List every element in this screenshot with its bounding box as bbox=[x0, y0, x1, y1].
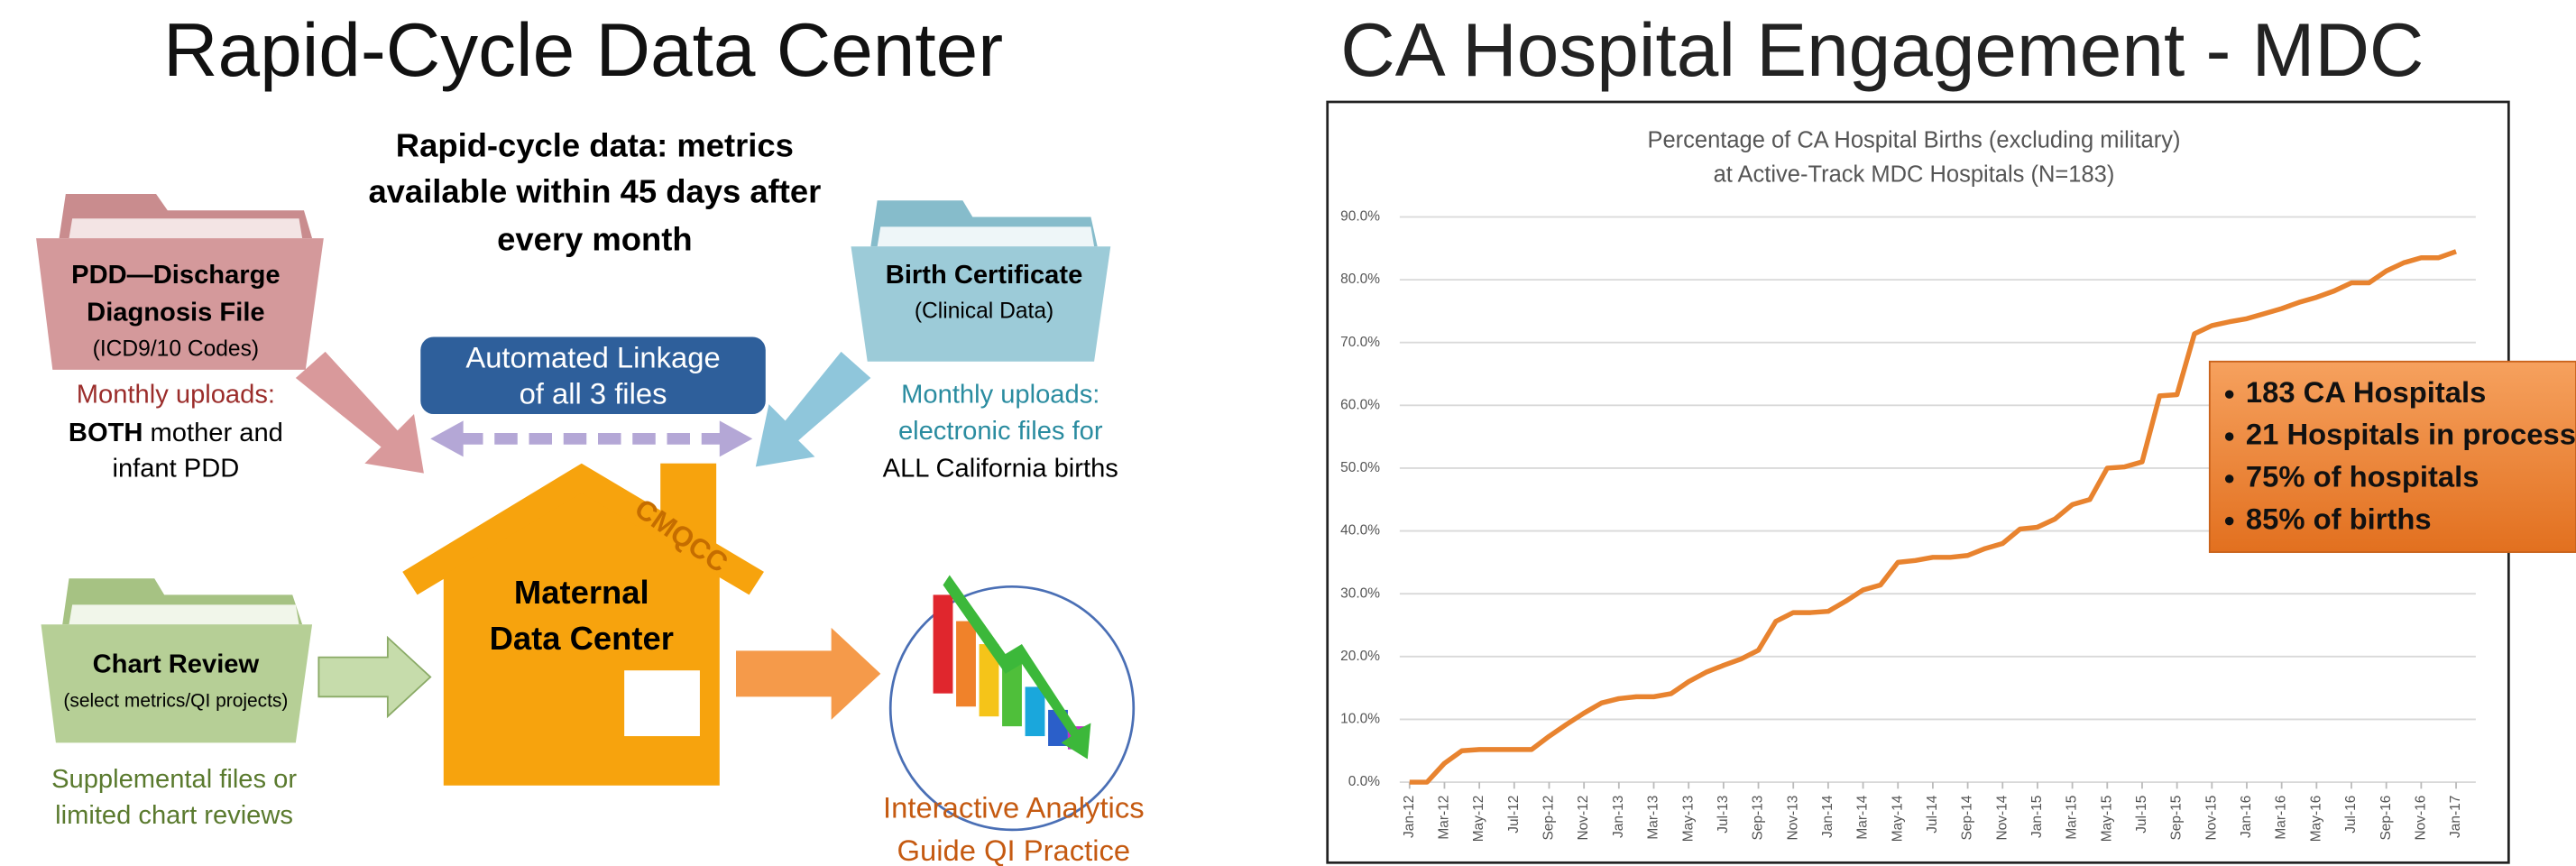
x-tick-label: Mar-13 bbox=[1646, 796, 1661, 840]
linkage-label: of all 3 files bbox=[520, 377, 667, 410]
dashed-arrow bbox=[430, 420, 752, 456]
pdd-note: Monthly uploads: bbox=[77, 381, 275, 410]
linkage-label: Automated Linkage bbox=[465, 341, 720, 374]
x-tick-label: Jul-16 bbox=[2343, 796, 2359, 834]
callout-text: 21 Hospitals in process bbox=[2246, 418, 2576, 451]
house-label: Data Center bbox=[490, 620, 674, 657]
x-tick-label: Sep-12 bbox=[1541, 796, 1557, 841]
x-tick-label: Nov-15 bbox=[2203, 796, 2219, 841]
header-line: every month bbox=[497, 220, 692, 257]
x-tick-label: Jan-17 bbox=[2448, 796, 2463, 838]
y-tick-label: 60.0% bbox=[1340, 397, 1380, 412]
x-tick-label: May-14 bbox=[1890, 795, 1905, 842]
chart-review-note: Supplemental files or bbox=[51, 765, 297, 794]
x-tick-label: Sep-14 bbox=[1960, 795, 1975, 840]
x-tick-label: Sep-13 bbox=[1751, 796, 1766, 841]
y-tick-label: 10.0% bbox=[1340, 712, 1380, 727]
birth-note: Monthly uploads: bbox=[901, 381, 1099, 410]
bullet bbox=[2225, 474, 2233, 483]
x-tick-label: Jul-15 bbox=[2134, 796, 2149, 834]
page: {"diagram": { "title": "Rapid-Cycle Data… bbox=[0, 0, 2576, 866]
x-tick-label: May-12 bbox=[1471, 796, 1486, 843]
analytics-label: Interactive Analytics bbox=[883, 791, 1145, 825]
chart-title: at Active-Track MDC Hospitals (N=183) bbox=[1714, 162, 2115, 188]
x-tick-label: Nov-16 bbox=[2413, 796, 2428, 841]
header-line: Rapid-cycle data: metrics bbox=[396, 127, 794, 164]
x-tick-label: May-13 bbox=[1680, 796, 1696, 843]
x-tick-label: Sep-16 bbox=[2378, 796, 2394, 841]
pdd-label: Diagnosis File bbox=[87, 299, 264, 327]
y-tick-label: 70.0% bbox=[1340, 335, 1380, 350]
header-line: available within 45 days after bbox=[368, 173, 821, 210]
diagram-title: Rapid-Cycle Data Center bbox=[163, 7, 1003, 92]
y-tick-label: 50.0% bbox=[1340, 460, 1380, 475]
chart-heading: CA Hospital Engagement - MDC bbox=[1340, 7, 2424, 92]
x-tick-label: Mar-14 bbox=[1855, 795, 1871, 839]
x-tick-label: May-15 bbox=[2099, 796, 2114, 843]
x-tick-label: Nov-13 bbox=[1785, 796, 1800, 841]
x-tick-label: Jan-16 bbox=[2239, 796, 2254, 838]
y-tick-label: 0.0% bbox=[1348, 774, 1381, 789]
chart-title: Percentage of CA Hospital Births (exclud… bbox=[1647, 127, 2180, 152]
birth-sub: (Clinical Data) bbox=[915, 299, 1053, 324]
pdd-note: infant PDD bbox=[112, 455, 239, 484]
pdd-arrow bbox=[296, 352, 424, 474]
y-tick-label: 30.0% bbox=[1340, 585, 1380, 601]
y-tick-label: 20.0% bbox=[1340, 649, 1380, 664]
x-tick-label: Jul-14 bbox=[1925, 795, 1940, 834]
callout-text: 75% of hospitals bbox=[2246, 459, 2479, 493]
x-tick-label: Jan-12 bbox=[1402, 796, 1417, 838]
pdd-note: BOTH mother and bbox=[69, 419, 283, 447]
chart-review-note: limited chart reviews bbox=[55, 801, 293, 830]
x-tick-label: Jan-13 bbox=[1611, 796, 1626, 838]
callout: 183 CA Hospitals 21 Hospitals in process 7… bbox=[2210, 362, 2576, 552]
chart-review-sub: (select metrics/QI projects) bbox=[63, 690, 288, 711]
x-tick-label: Sep-15 bbox=[2169, 796, 2185, 841]
house-label: Maternal bbox=[514, 574, 649, 611]
x-tick-label: Mar-12 bbox=[1437, 796, 1452, 840]
y-tick-label: 90.0% bbox=[1340, 209, 1380, 225]
pdd-sub: (ICD9/10 Codes) bbox=[93, 337, 259, 362]
analytics-label: Guide QI Practice bbox=[897, 834, 1131, 866]
x-tick-label: Mar-16 bbox=[2274, 796, 2289, 840]
x-tick-label: Jul-13 bbox=[1716, 796, 1731, 834]
bullet bbox=[2225, 432, 2233, 440]
review-arrow bbox=[318, 638, 430, 716]
birth-note: ALL California births bbox=[883, 455, 1118, 484]
x-tick-label: Jan-15 bbox=[2029, 796, 2045, 838]
x-tick-label: Jul-12 bbox=[1506, 796, 1522, 834]
slide: Rapid-Cycle Data Center Rapid-cycle data… bbox=[0, 0, 2576, 866]
x-tick-label: Nov-14 bbox=[1994, 795, 2010, 840]
y-tick-label: 40.0% bbox=[1340, 523, 1380, 539]
birth-arrow bbox=[756, 352, 871, 467]
x-tick-label: Mar-15 bbox=[2065, 796, 2080, 840]
callout-text: 183 CA Hospitals bbox=[2246, 375, 2486, 409]
chart-review-label: Chart Review bbox=[93, 650, 260, 678]
pdd-both: BOTH bbox=[69, 419, 143, 447]
birth-note: electronic files for bbox=[898, 417, 1103, 446]
x-tick-label: Jan-14 bbox=[1820, 795, 1835, 838]
pdd-note-rest: mother and bbox=[151, 419, 283, 447]
birth-label: Birth Certificate bbox=[886, 261, 1082, 290]
y-tick-label: 80.0% bbox=[1340, 272, 1380, 287]
bullet bbox=[2225, 390, 2233, 398]
callout-text: 85% of births bbox=[2246, 502, 2432, 535]
pdd-label: PDD—Discharge bbox=[71, 261, 280, 290]
x-tick-label: Nov-12 bbox=[1576, 796, 1591, 841]
analytics-arrow bbox=[736, 628, 880, 720]
bullet bbox=[2225, 517, 2233, 525]
x-tick-label: May-16 bbox=[2308, 796, 2323, 843]
